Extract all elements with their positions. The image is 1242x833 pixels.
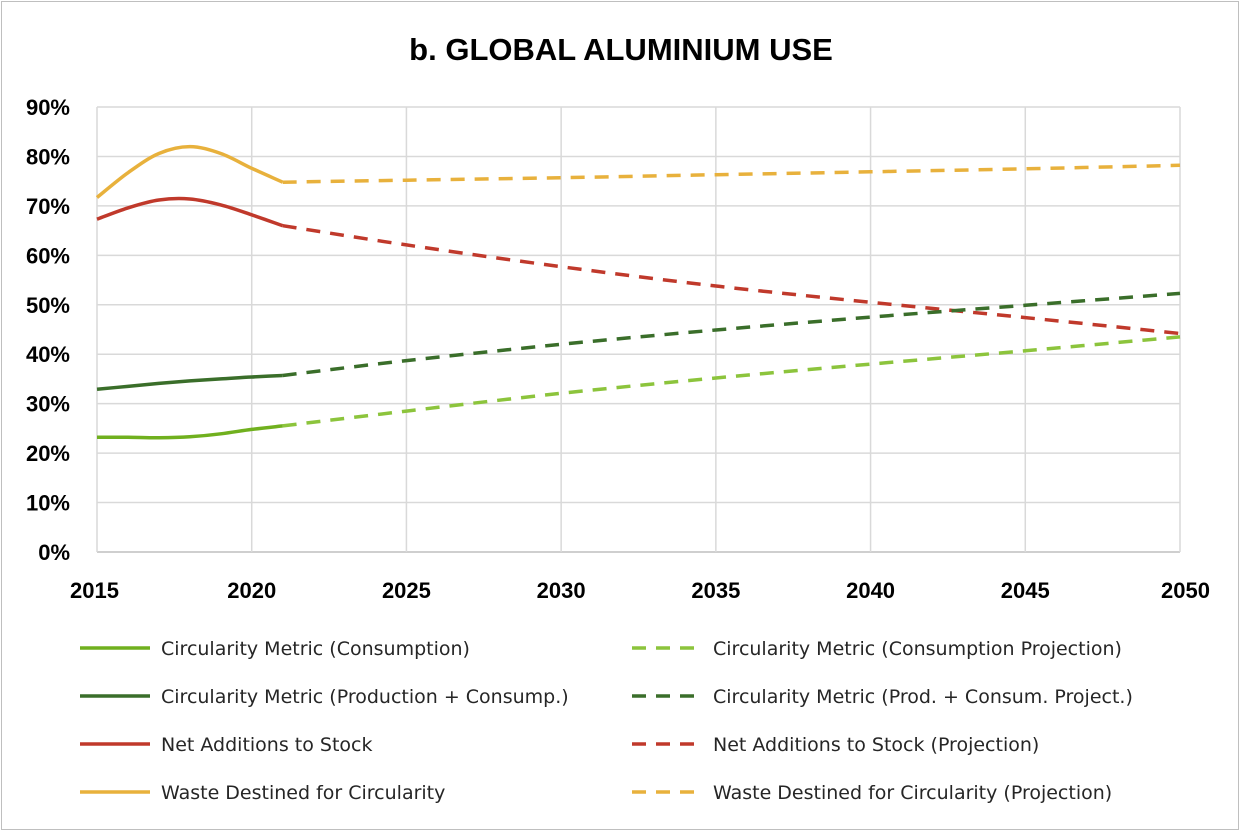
y-axis-ticks: 0% 10% 20% 30% 40% 50% 60% 70% 80% 90%	[26, 95, 70, 565]
x-tick-label: 2035	[691, 578, 740, 603]
chart-title: b. GLOBAL ALUMINIUM USE	[409, 32, 833, 67]
x-axis-ticks: 2015 2020 2025 2030 2035 2040 2045 2050	[70, 578, 1210, 603]
legend-label: Circularity Metric (Consumption Projecti…	[713, 638, 1122, 660]
y-tick-label: 70%	[26, 194, 70, 219]
legend-label: Circularity Metric (Prod. + Consum. Proj…	[713, 686, 1133, 708]
series-line-waste-destined-for-circularity	[95, 144, 284, 199]
x-tick-label: 2025	[382, 578, 431, 603]
x-tick-label: 2020	[227, 578, 276, 603]
legend: Circularity Metric (Consumption) Circular…	[80, 638, 1133, 804]
y-tick-label: 80%	[26, 144, 70, 169]
x-tick-label: 2015	[70, 578, 119, 603]
x-tick-label: 2040	[846, 578, 895, 603]
series-line-circularity-metric-production-consump	[96, 373, 283, 392]
series-line-net-additions-to-stock	[96, 196, 284, 228]
x-tick-label: 2045	[1001, 578, 1050, 603]
y-tick-label: 10%	[26, 491, 70, 516]
series-line-circularity-metric-consumption	[96, 424, 283, 440]
y-tick-label: 20%	[26, 441, 70, 466]
x-tick-label: 2050	[1161, 578, 1210, 603]
legend-label: Waste Destined for Circularity (Projecti…	[713, 782, 1112, 804]
series-line-net-additions-to-stock-projection	[282, 223, 1181, 336]
series-lines	[95, 144, 1181, 440]
legend-label: Net Additions to Stock	[161, 734, 373, 756]
y-tick-label: 90%	[26, 95, 70, 120]
legend-label: Net Additions to Stock (Projection)	[713, 734, 1039, 756]
y-tick-label: 30%	[26, 392, 70, 417]
legend-label: Circularity Metric (Consumption)	[161, 638, 470, 660]
legend-label: Circularity Metric (Production + Consump…	[161, 686, 569, 708]
legend-label: Waste Destined for Circularity	[161, 782, 445, 804]
y-tick-label: 60%	[26, 243, 70, 268]
x-tick-label: 2030	[537, 578, 586, 603]
series-line-circularity-metric-prod-consum-project	[282, 291, 1181, 378]
y-tick-label: 40%	[26, 342, 70, 367]
y-tick-label: 0%	[38, 540, 70, 565]
series-line-waste-destined-for-circularity-projection	[282, 163, 1181, 184]
y-tick-label: 50%	[26, 293, 70, 318]
series-line-circularity-metric-consumption-projection	[282, 335, 1181, 428]
grid	[96, 106, 1181, 553]
